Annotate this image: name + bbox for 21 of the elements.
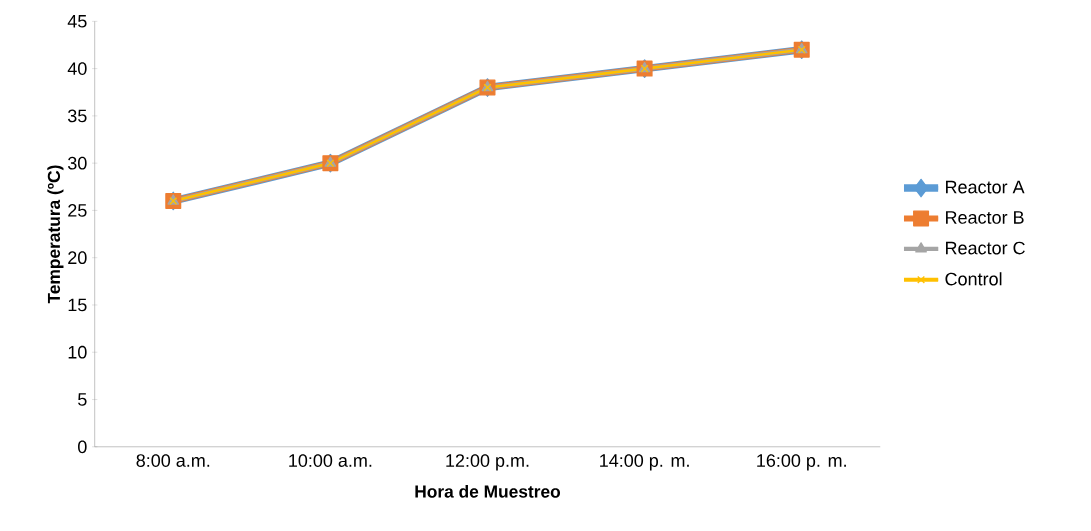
y-tick-label: 35 bbox=[67, 109, 87, 123]
legend-label: Reactor B bbox=[946, 211, 1024, 224]
y-tick-label: 5 bbox=[78, 393, 87, 406]
x-tick-label: 8:00 a.m. bbox=[136, 454, 210, 467]
y-tick-label: 45 bbox=[67, 15, 87, 28]
y-tick-label: 30 bbox=[67, 156, 87, 170]
y-tick-label: 40 bbox=[67, 62, 87, 76]
x-tick-label: 16:00 p. m. bbox=[757, 454, 846, 471]
y-axis-title: Temperatura (ºC) bbox=[47, 165, 64, 304]
legend-label: Reactor C bbox=[946, 241, 1025, 255]
legend-label: Control bbox=[945, 272, 1002, 286]
x-axis-title: Hora de Muestreo bbox=[415, 485, 561, 498]
x-tick-label: 14:00 p. m. bbox=[600, 454, 689, 471]
y-tick-label: 20 bbox=[68, 251, 87, 265]
y-tick-label: 25 bbox=[68, 204, 87, 217]
legend-label: Reactor A bbox=[946, 180, 1025, 194]
y-tick-label: 0 bbox=[78, 440, 87, 454]
y-tick-label: 15 bbox=[68, 298, 87, 312]
x-tick-label: 10:00 a.m. bbox=[289, 454, 372, 467]
y-tick-label: 10 bbox=[68, 345, 87, 359]
x-tick-label: 12:00 p.m. bbox=[446, 454, 529, 471]
